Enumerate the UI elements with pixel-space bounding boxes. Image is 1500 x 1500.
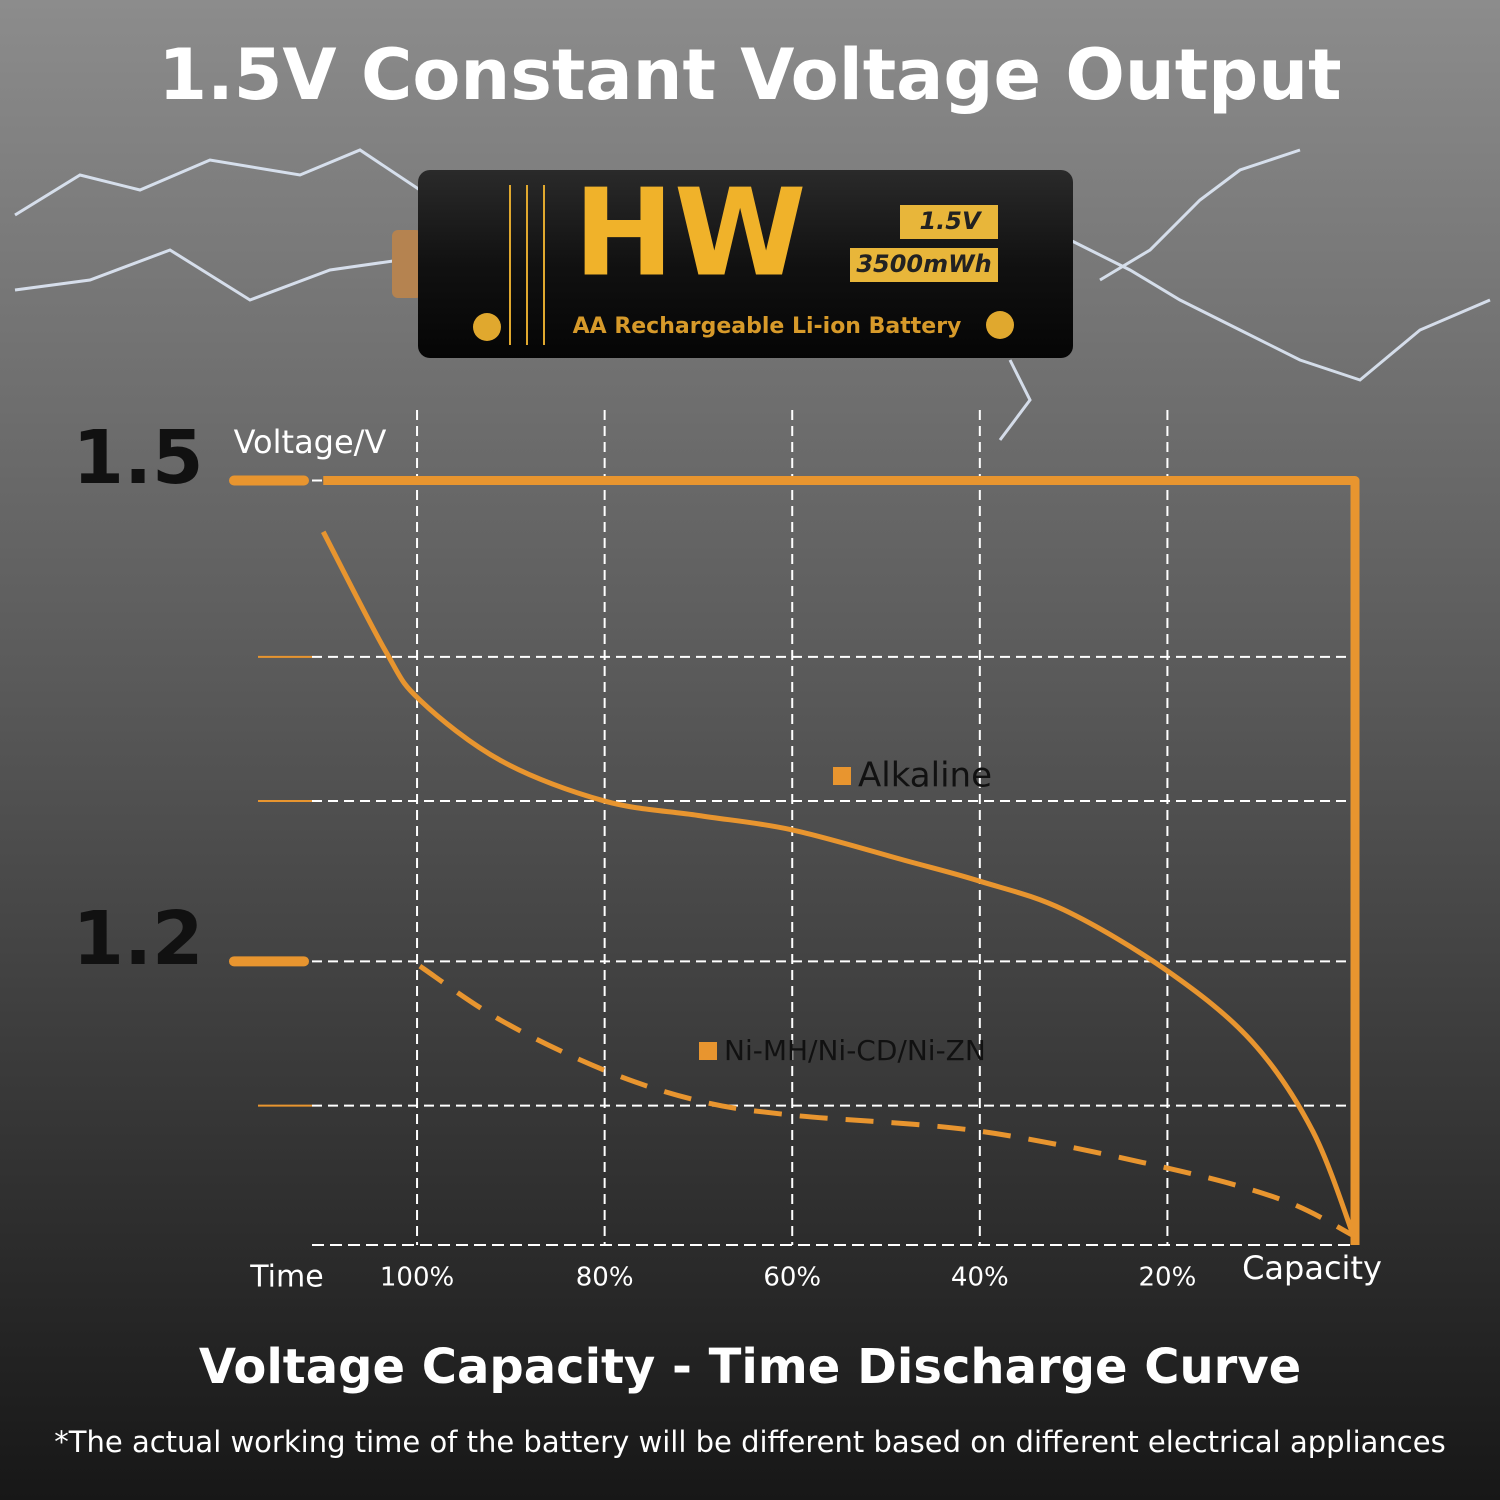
battery-terminal: [392, 230, 422, 298]
y-tick-label: 1.2: [72, 896, 203, 982]
legend-swatch: [699, 1042, 717, 1060]
x-tick-label: 80%: [576, 1263, 634, 1293]
x-tick-label: 100%: [380, 1263, 454, 1293]
x-axis-label-left: Time: [249, 1260, 323, 1295]
plot: 100% 80% 60% 40% 20% 1.5 1.2 Alkaline Ni-MH/Ni-C…: [72, 410, 1360, 1293]
legend-label: Alkaline: [858, 756, 992, 796]
x-tick-label: 60%: [763, 1263, 821, 1293]
minus-sign: [986, 311, 1014, 339]
legend-label: Ni-MH/Ni-CD/Ni-ZN: [724, 1034, 986, 1067]
battery: HW 1.5V 3500mWh AA Rechargeable Li-ion B…: [392, 165, 1073, 358]
x-tick-label: 20%: [1139, 1263, 1197, 1293]
x-axis-label-right: Capacity: [1242, 1249, 1382, 1287]
battery-energy: 3500mWh: [856, 250, 991, 278]
y-tick-label: 1.5: [72, 415, 203, 501]
title: 1.5V Constant Voltage Output: [158, 34, 1341, 116]
y-axis-label: Voltage/V: [234, 423, 387, 461]
voltage-badge: [900, 205, 998, 239]
subtitle: Voltage Capacity - Time Discharge Curve: [199, 1339, 1301, 1395]
series-line: [323, 476, 1360, 1245]
energy-badge: [850, 248, 998, 282]
battery-description: AA Rechargeable Li-ion Battery: [573, 314, 962, 339]
series-line: [418, 964, 1355, 1238]
x-tick-label: 40%: [951, 1263, 1009, 1293]
plus-sign: [473, 313, 501, 341]
battery-circuit: [509, 185, 545, 345]
legend-swatch: [833, 767, 851, 785]
lightning: [14, 148, 1491, 441]
battery-brand: HW: [574, 165, 807, 304]
battery-voltage: 1.5V: [919, 207, 983, 235]
footnote: *The actual working time of the battery …: [54, 1425, 1445, 1459]
series-line: [321, 530, 1358, 1242]
